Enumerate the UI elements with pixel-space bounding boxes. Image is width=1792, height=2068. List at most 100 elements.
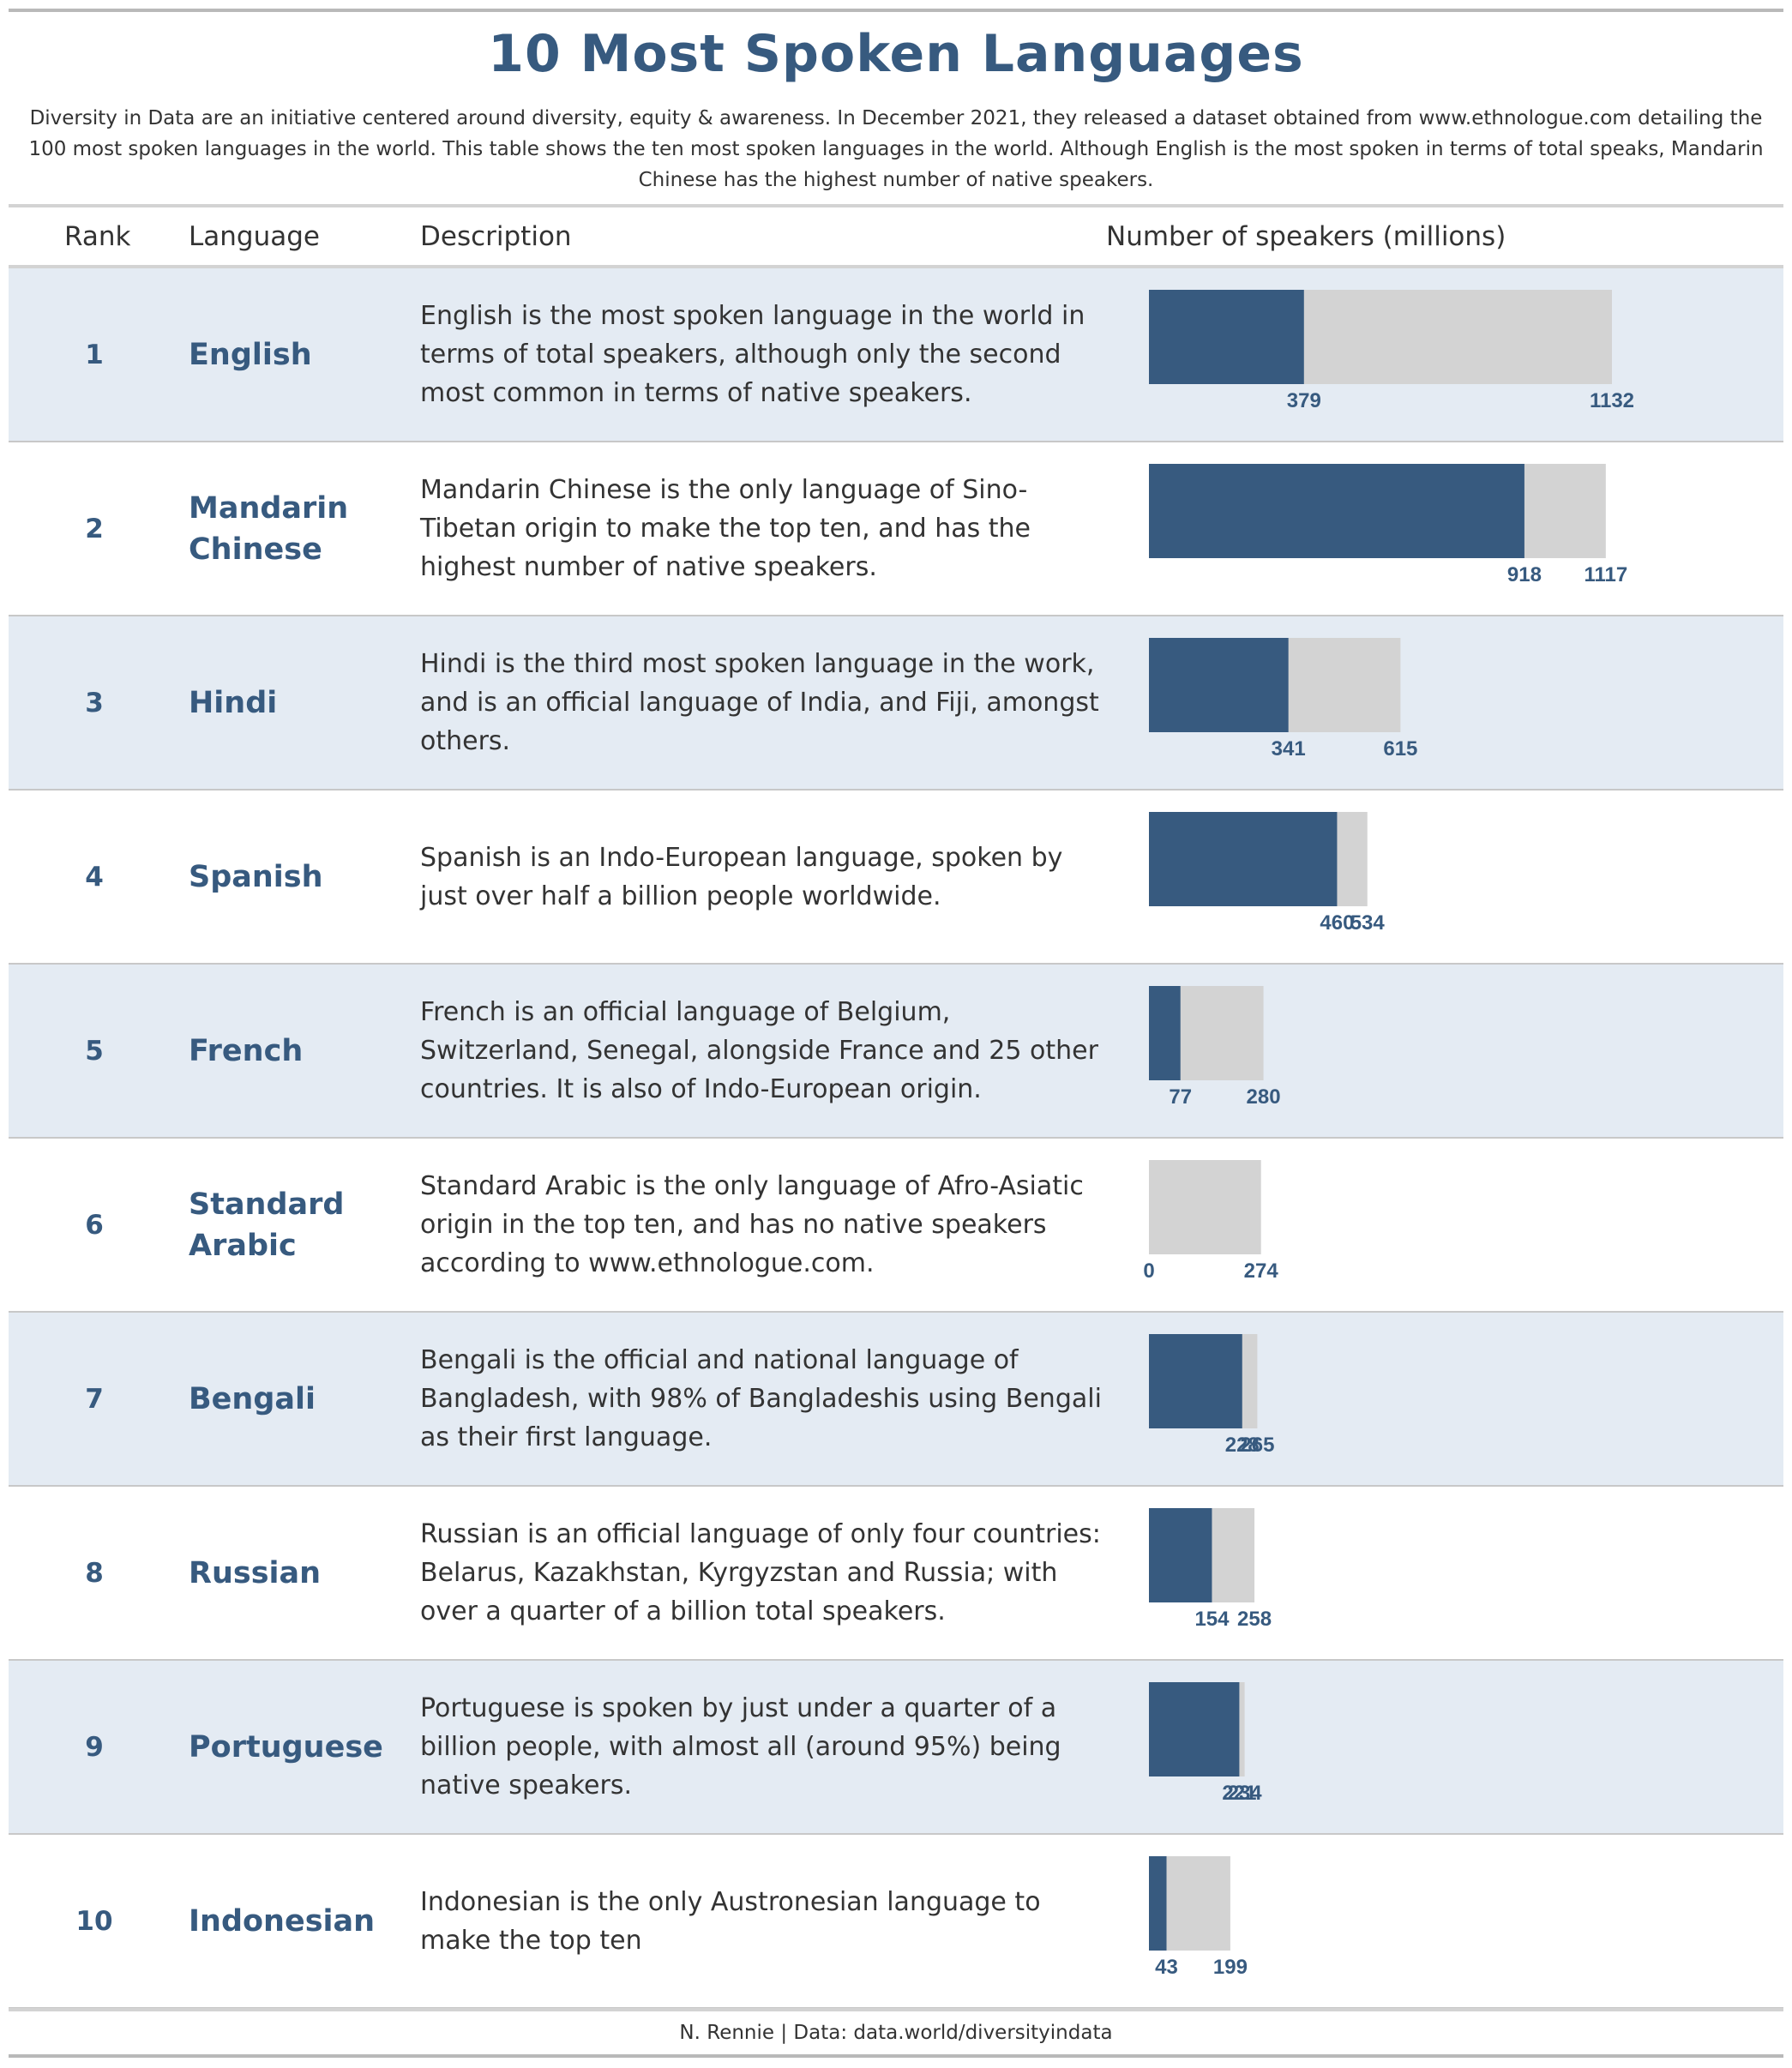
description-text: French is an official language of Belgiu…	[420, 997, 1098, 1104]
native-speakers-label: 154	[1194, 1608, 1230, 1631]
language-name: Portuguese	[189, 1729, 383, 1764]
language-name: French	[189, 1033, 304, 1068]
description-text: Hindi is the third most spoken language …	[420, 649, 1099, 756]
rank-value: 1	[85, 339, 104, 370]
native-speakers-bar	[1149, 986, 1181, 1080]
description-cell: Spanish is an Indo-European language, sp…	[420, 791, 1106, 963]
native-speakers-label: 77	[1169, 1085, 1192, 1109]
column-header-language: Language	[189, 221, 320, 252]
rank-cell: 6	[9, 1139, 180, 1311]
header-rule	[9, 204, 1783, 207]
native-speakers-label: 228	[1225, 1434, 1260, 1457]
total-speakers-label: 199	[1213, 1956, 1248, 1979]
description-cell: Indonesian is the only Austronesian lang…	[420, 1835, 1106, 2007]
speakers-bar-cell: 341 615	[1106, 616, 1783, 789]
rank-value: 10	[75, 1905, 113, 1937]
description-cell: Mandarin Chinese is the only language of…	[420, 442, 1106, 615]
description-cell: French is an official language of Belgiu…	[420, 965, 1106, 1137]
speakers-bar-cell: 43 199	[1106, 1835, 1783, 2007]
native-speakers-label: 460	[1320, 911, 1354, 935]
table-row: 2 Mandarin Chinese Mandarin Chinese is the…	[9, 442, 1783, 616]
native-speakers-bar	[1149, 290, 1304, 384]
description-cell: Russian is an official language of only …	[420, 1487, 1106, 1659]
native-speakers-bar	[1149, 464, 1524, 558]
language-name: Mandarin Chinese	[189, 490, 349, 567]
language-name: Bengali	[189, 1381, 316, 1416]
total-speakers-label: 1117	[1584, 563, 1627, 586]
description-text: Bengali is the official and national lan…	[420, 1345, 1102, 1452]
table-row: 8 Russian Russian is an official language …	[9, 1487, 1783, 1661]
native-speakers-label: 0	[1143, 1259, 1154, 1283]
rank-cell: 8	[9, 1487, 180, 1659]
language-cell: English	[189, 268, 412, 441]
total-speakers-label: 234	[1228, 1782, 1263, 1805]
description-text: Portuguese is spoken by just under a qua…	[420, 1693, 1061, 1800]
total-speakers-label: 615	[1383, 737, 1417, 760]
language-name: English	[189, 337, 312, 372]
rank-value: 7	[85, 1383, 104, 1415]
description-text: Indonesian is the only Austronesian lang…	[420, 1886, 1041, 1956]
total-speakers-label: 258	[1237, 1608, 1272, 1631]
total-speakers-label: 280	[1247, 1085, 1281, 1109]
native-speakers-bar	[1149, 1856, 1167, 1951]
native-speakers-bar	[1149, 1508, 1212, 1602]
rank-value: 4	[85, 861, 104, 893]
rank-cell: 10	[9, 1835, 180, 2007]
table-row: 1 English English is the most spoken langu…	[9, 268, 1783, 442]
speakers-bar-chart: 0 274	[1143, 1160, 1278, 1283]
top-rule	[9, 9, 1783, 12]
table-row: 9 Portuguese Portuguese is spoken by just …	[9, 1661, 1783, 1835]
description-text: English is the most spoken language in t…	[420, 301, 1085, 408]
rank-value: 2	[85, 513, 104, 544]
description-cell: Hindi is the third most spoken language …	[420, 616, 1106, 789]
rank-value: 9	[85, 1731, 104, 1763]
native-speakers-bar	[1149, 638, 1289, 732]
speakers-bar-chart: 154 258	[1149, 1508, 1272, 1631]
language-cell: Mandarin Chinese	[189, 442, 412, 615]
native-speakers-label: 43	[1155, 1956, 1178, 1979]
speakers-bar-cell: 379 1132	[1106, 268, 1783, 441]
speakers-bar-chart: 43 199	[1149, 1856, 1248, 1979]
total-speakers-label: 534	[1350, 911, 1386, 935]
table-row: 5 French French is an official language of…	[9, 965, 1783, 1139]
description-cell: Standard Arabic is the only language of …	[420, 1139, 1106, 1311]
language-cell: Russian	[189, 1487, 412, 1659]
table-row: 6 Standard Arabic Standard Arabic is the o…	[9, 1139, 1783, 1313]
rank-cell: 1	[9, 268, 180, 441]
language-cell: Hindi	[189, 616, 412, 789]
page-title: 10 Most Spoken Languages	[488, 24, 1304, 84]
language-table: 1 English English is the most spoken langu…	[9, 268, 1783, 2009]
native-speakers-label: 379	[1287, 389, 1321, 412]
total-speakers-bar	[1149, 1160, 1261, 1254]
description-text: Spanish is an Indo-European language, sp…	[420, 842, 1063, 911]
total-speakers-label: 1132	[1590, 389, 1634, 412]
language-name: Spanish	[189, 859, 323, 894]
language-name: Hindi	[189, 685, 278, 720]
language-cell: Indonesian	[189, 1835, 412, 2007]
caption: N. Rennie | Data: data.world/diversityin…	[679, 2022, 1113, 2044]
speakers-bar-cell: 918 1117	[1106, 442, 1783, 615]
native-speakers-bar	[1149, 1682, 1240, 1776]
rank-cell: 9	[9, 1661, 180, 1833]
total-speakers-label: 265	[1240, 1434, 1274, 1457]
language-cell: Portuguese	[189, 1661, 412, 1833]
rank-value: 5	[85, 1035, 104, 1067]
speakers-bar-cell: 460 534	[1106, 791, 1783, 963]
column-header-description: Description	[420, 221, 572, 252]
language-cell: French	[189, 965, 412, 1137]
description-text: Russian is an official language of only …	[420, 1519, 1101, 1626]
table-row: 3 Hindi Hindi is the third most spoken lan…	[9, 616, 1783, 791]
speakers-bar-chart: 77 280	[1149, 986, 1281, 1109]
page-subtitle: Diversity in Data are an initiative cent…	[28, 107, 1764, 191]
speakers-bar-cell: 228 265	[1106, 1313, 1783, 1485]
rank-value: 8	[85, 1557, 104, 1589]
description-text: Mandarin Chinese is the only language of…	[420, 475, 1031, 582]
language-cell: Spanish	[189, 791, 412, 963]
rank-cell: 3	[9, 616, 180, 789]
language-cell: Standard Arabic	[189, 1139, 412, 1311]
rank-cell: 5	[9, 965, 180, 1137]
speakers-bar-cell: 0 274	[1106, 1139, 1783, 1311]
